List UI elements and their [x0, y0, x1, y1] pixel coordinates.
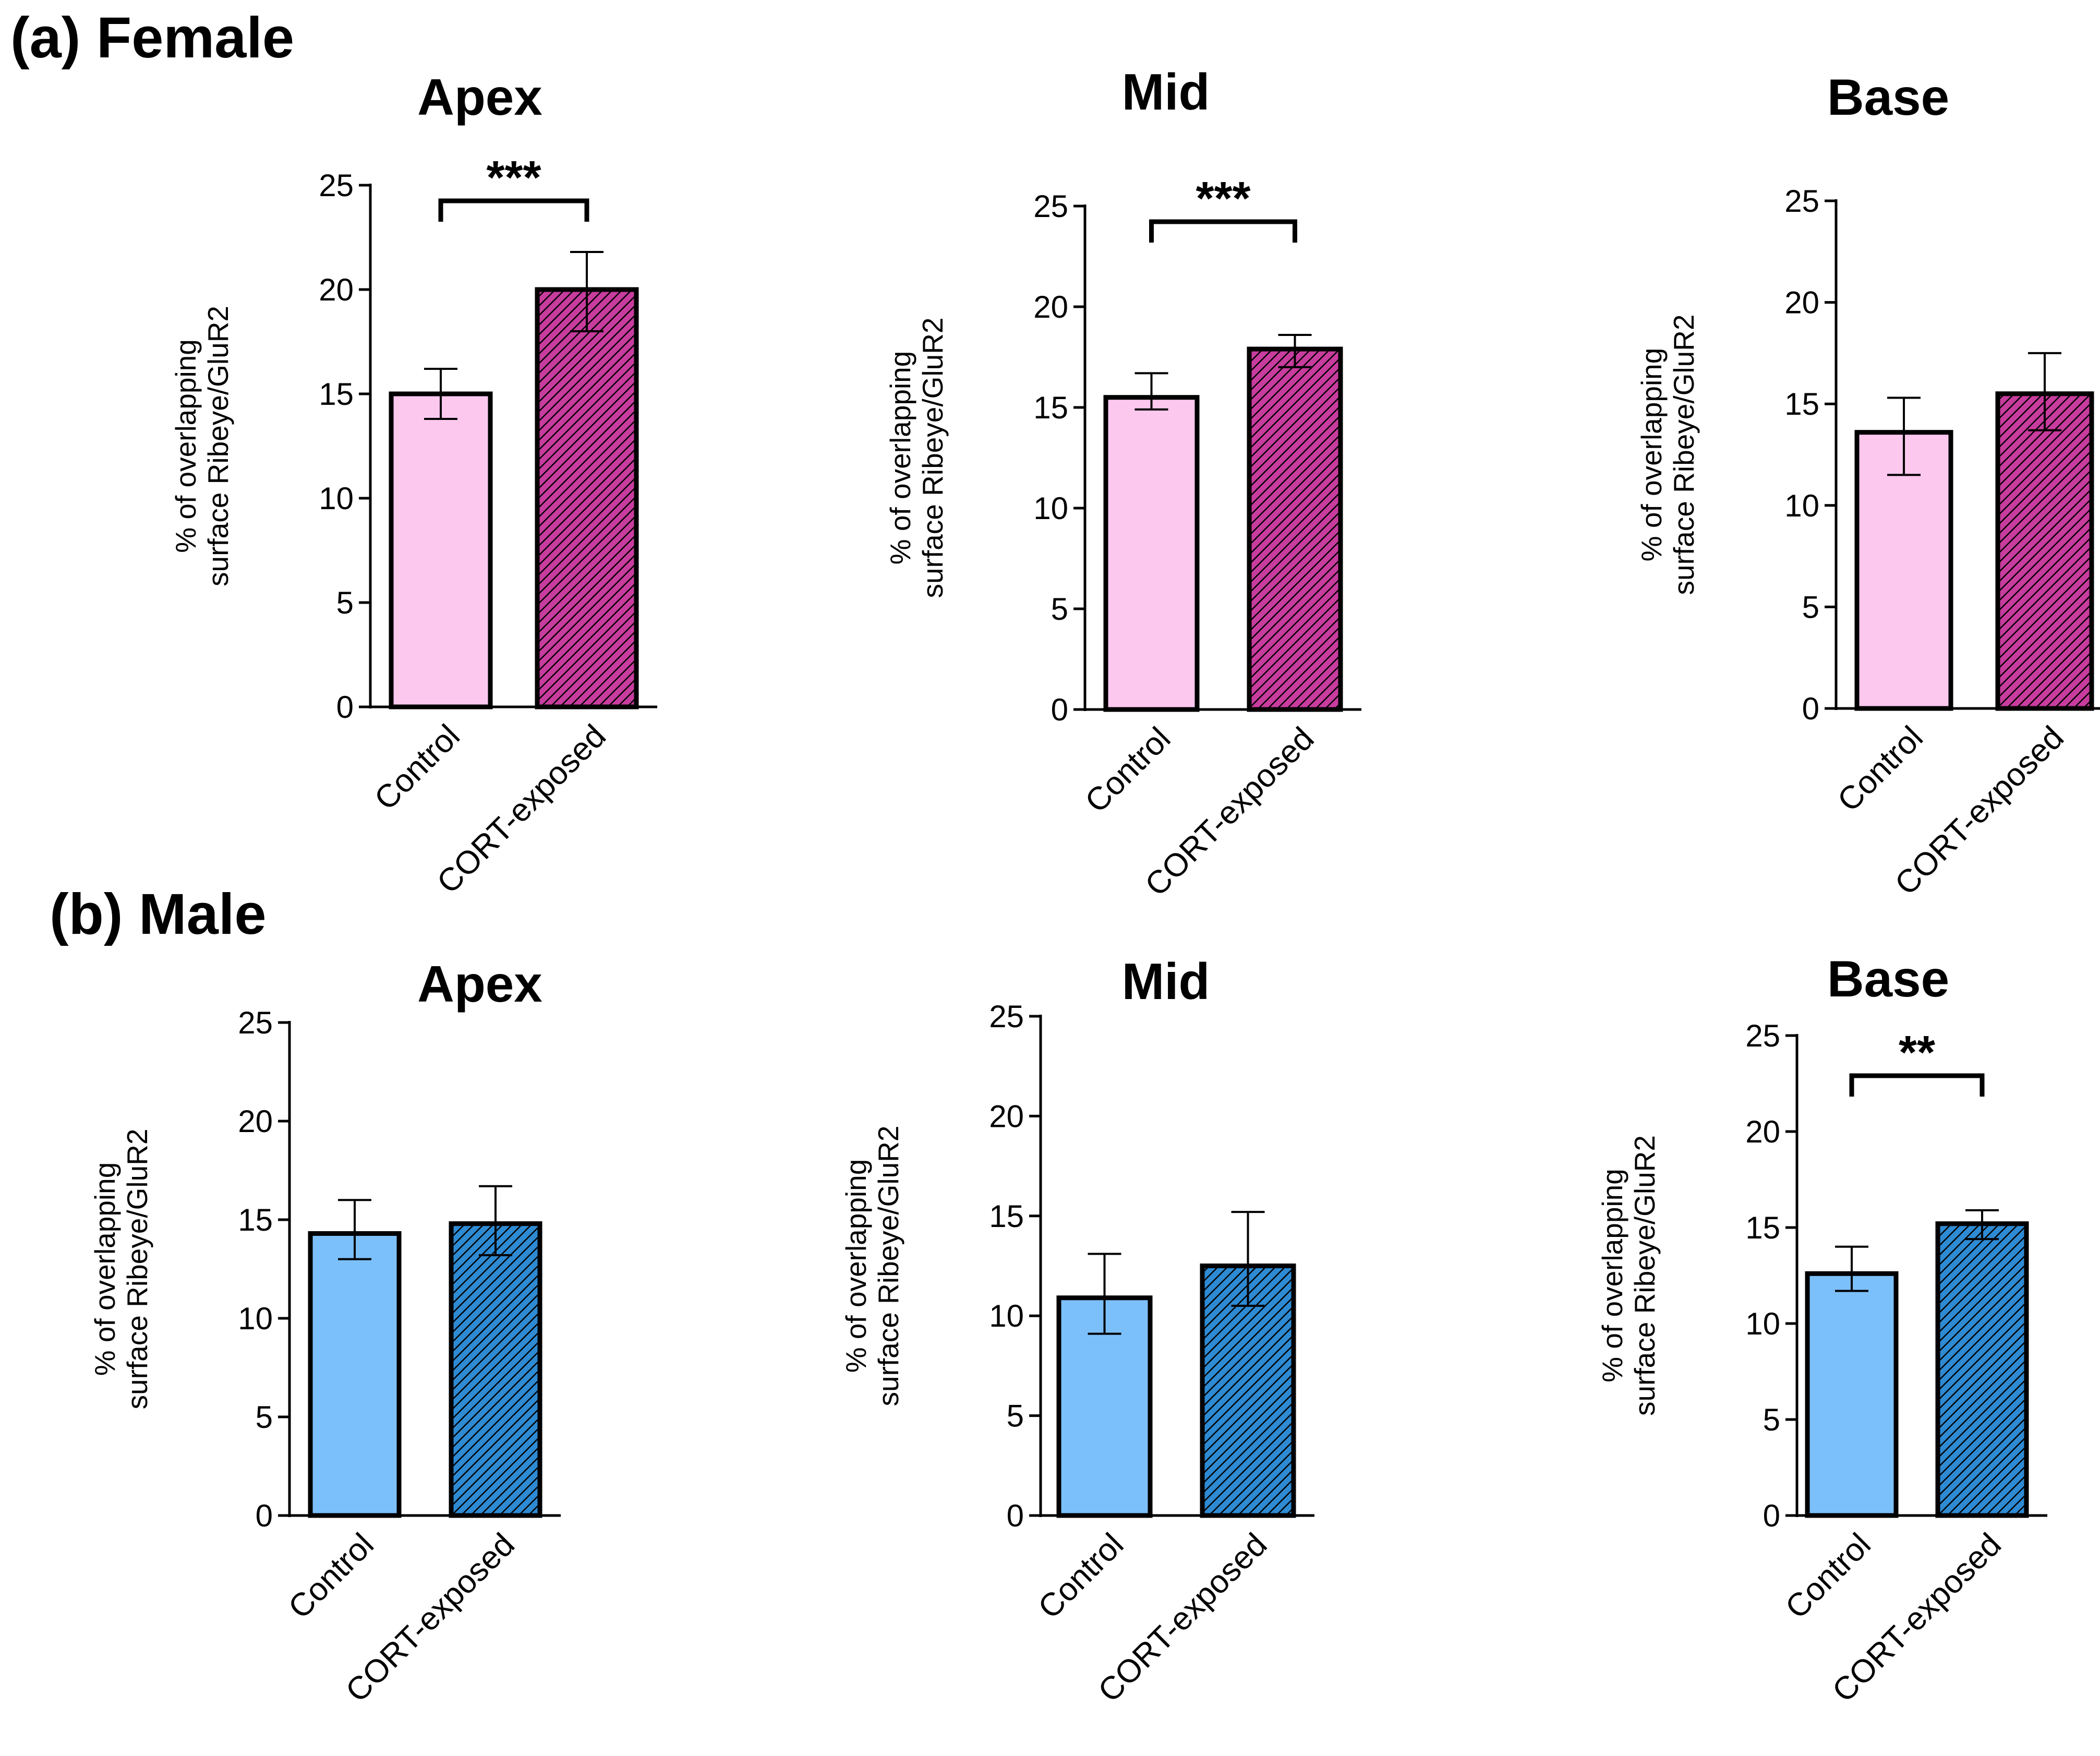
- y-tick-label: 0: [1763, 1498, 1780, 1533]
- y-tick-label: 10: [989, 1298, 1024, 1333]
- y-tick-label: 20: [1033, 290, 1068, 324]
- y-tick-label: 0: [1051, 692, 1068, 727]
- y-tick-label: 10: [1033, 491, 1068, 526]
- y-tick-label: 0: [1802, 691, 1819, 726]
- y-tick-label: 25: [1784, 184, 1819, 219]
- section-label-female: (a) Female: [10, 6, 294, 70]
- y-tick-label: 10: [319, 481, 354, 516]
- y-tick-label: 5: [1007, 1399, 1024, 1434]
- y-tick-label: 5: [1051, 592, 1068, 627]
- panel-title: Base: [1827, 950, 1949, 1007]
- y-tick-label: 5: [256, 1400, 273, 1435]
- panel-title: Base: [1827, 68, 1949, 126]
- y-axis-label: % of overlappingsurface Ribeye/GluR2: [1635, 314, 1700, 595]
- bar-cort-exposed: [449, 1221, 542, 1518]
- bar-cort-exposed: [1995, 391, 2094, 711]
- y-tick-label: 20: [989, 1099, 1024, 1134]
- panel-title: Mid: [1122, 953, 1210, 1010]
- y-tick-label: 5: [1763, 1402, 1780, 1437]
- y-axis-label: % of overlappingsurface Ribeye/GluR2: [170, 306, 234, 586]
- panel-title: Apex: [417, 68, 542, 126]
- bar-cort-exposed: [1935, 1221, 2029, 1518]
- significance-bracket: [1149, 219, 1297, 243]
- y-tick-label: 10: [1745, 1306, 1780, 1341]
- bar-control: [1103, 395, 1200, 712]
- bar-cort-exposed: [535, 287, 639, 709]
- chart-panel-2: Mid % of overlappingsurface Ribeye/GluR2 0…: [884, 63, 1361, 903]
- bar-control: [1854, 430, 1953, 711]
- bar-control: [1805, 1271, 1899, 1518]
- y-tick-label: 15: [1784, 387, 1819, 422]
- panel-title: Apex: [417, 955, 542, 1013]
- y-tick-label: 15: [989, 1199, 1024, 1234]
- y-tick-label: 25: [1033, 189, 1068, 224]
- y-tick-label: 20: [319, 272, 354, 307]
- significance-label: **: [1899, 1027, 1935, 1079]
- y-tick-label: 5: [336, 585, 354, 620]
- significance-bracket: [1849, 1073, 1985, 1097]
- y-tick-label: 0: [1007, 1498, 1024, 1533]
- y-tick-label: 25: [319, 168, 354, 203]
- bar-cort-exposed: [1200, 1264, 1296, 1518]
- y-tick-label: 20: [1784, 285, 1819, 320]
- y-tick-label: 10: [238, 1301, 273, 1336]
- y-tick-label: 15: [1745, 1210, 1780, 1245]
- y-tick-label: 20: [1745, 1114, 1780, 1149]
- y-tick-label: 25: [1745, 1018, 1780, 1053]
- y-axis-label: % of overlappingsurface Ribeye/GluR2: [840, 1125, 904, 1406]
- y-axis-label: % of overlappingsurface Ribeye/GluR2: [884, 317, 949, 598]
- significance-label: ***: [1196, 173, 1250, 225]
- y-tick-label: 15: [1033, 390, 1068, 425]
- y-tick-label: 10: [1784, 488, 1819, 523]
- bar-control: [389, 391, 493, 709]
- section-label-male: (b) Male: [50, 882, 267, 946]
- bar-control: [308, 1231, 402, 1518]
- y-tick-label: 20: [238, 1104, 273, 1139]
- y-tick-label: 25: [989, 999, 1024, 1034]
- y-tick-label: 15: [238, 1202, 273, 1237]
- y-tick-label: 0: [336, 690, 354, 725]
- y-tick-label: 15: [319, 377, 354, 412]
- y-axis-label: % of overlappingsurface Ribeye/GluR2: [89, 1128, 153, 1409]
- significance-label: ***: [486, 152, 541, 204]
- y-tick-label: 25: [238, 1005, 273, 1040]
- y-tick-label: 0: [256, 1498, 273, 1533]
- significance-bracket: [438, 198, 589, 222]
- y-axis-label: % of overlappingsurface Ribeye/GluR2: [1596, 1135, 1661, 1416]
- bar-cort-exposed: [1247, 346, 1343, 712]
- y-tick-label: 5: [1802, 590, 1819, 624]
- panel-title: Mid: [1122, 63, 1210, 121]
